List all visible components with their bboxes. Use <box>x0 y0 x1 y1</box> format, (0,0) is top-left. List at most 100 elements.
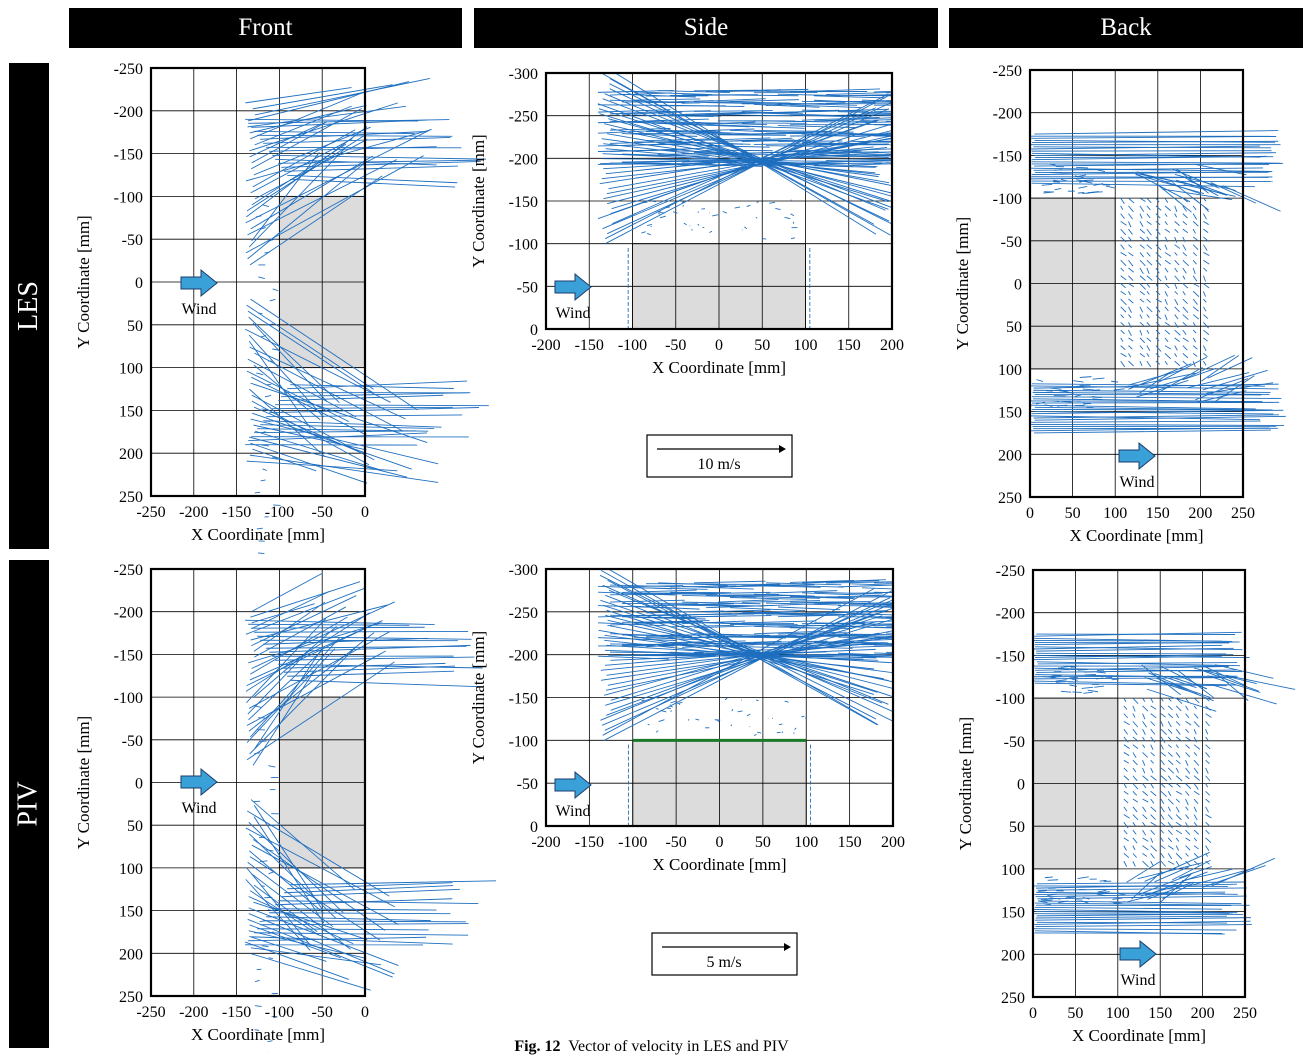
x-tick-label: -50 <box>665 337 686 354</box>
velocity-vector-small <box>1203 252 1209 255</box>
velocity-vector-small <box>1140 291 1145 295</box>
velocity-vector-small <box>1183 276 1185 280</box>
velocity-vector <box>281 393 470 397</box>
velocity-vector-small <box>1143 791 1148 795</box>
velocity-vector-small <box>1194 830 1199 834</box>
velocity-vector-small <box>1194 807 1196 812</box>
velocity-vector-small <box>1143 815 1148 819</box>
velocity-vector-small <box>1183 338 1189 342</box>
x-tick-label: -50 <box>312 1004 333 1021</box>
x-tick-label: 100 <box>794 337 818 354</box>
velocity-vector-small <box>1183 353 1188 357</box>
velocity-vector-small <box>698 224 699 225</box>
velocity-vector-small <box>1203 268 1207 271</box>
velocity-vector <box>874 583 935 584</box>
velocity-vector-small <box>756 217 757 218</box>
velocity-vector-small <box>1124 752 1129 755</box>
velocity-vector-small <box>1147 338 1151 342</box>
velocity-vector <box>886 644 960 645</box>
velocity-vector-small <box>1165 315 1167 321</box>
velocity-vector-small <box>1161 861 1166 866</box>
velocity-vector-small <box>1186 706 1189 710</box>
velocity-vector-small <box>1128 322 1131 327</box>
velocity-vector-small <box>1193 214 1196 220</box>
velocity-vector-small <box>265 395 271 397</box>
velocity-vector-small <box>1203 206 1208 212</box>
velocity-vector-small <box>1186 729 1189 732</box>
velocity-vector-small <box>1124 791 1128 794</box>
velocity-vector-small <box>263 469 267 471</box>
velocity-vector <box>898 142 976 144</box>
y-tick-label: -250 <box>509 109 538 126</box>
velocity-vector-small <box>1151 776 1157 781</box>
velocity-vector-small <box>1193 291 1199 296</box>
velocity-vector-small <box>1175 276 1180 282</box>
velocity-vector <box>766 133 830 134</box>
velocity-vector-small <box>1161 721 1163 726</box>
velocity-vector-small <box>1176 807 1179 812</box>
velocity-vector-small <box>1045 877 1053 878</box>
wind-arrow-icon <box>181 270 217 296</box>
velocity-vector-small <box>712 215 718 216</box>
velocity-vector-small <box>1175 307 1180 312</box>
velocity-vector-small <box>1186 760 1189 766</box>
velocity-vector-small <box>1183 260 1189 266</box>
velocity-vector-small <box>1161 846 1165 849</box>
velocity-vector <box>250 443 367 483</box>
velocity-vector-small <box>1165 214 1167 217</box>
velocity-vector-small <box>1203 346 1206 351</box>
velocity-vector-small <box>1128 214 1132 219</box>
velocity-vector-small <box>1151 760 1154 763</box>
velocity-vector-small <box>1140 361 1142 366</box>
velocity-vector-small <box>1168 784 1172 788</box>
velocity-vector-small <box>1156 252 1161 257</box>
x-tick-label: -50 <box>665 834 686 851</box>
velocity-vector-small <box>1165 338 1168 342</box>
velocity-vector <box>1031 424 1284 425</box>
wind-arrow-icon <box>555 772 591 798</box>
velocity-vector-small <box>1183 315 1189 320</box>
x-tick-label: -100 <box>265 504 294 521</box>
velocity-vector-small <box>647 233 651 234</box>
velocity-vector-small <box>1121 291 1126 294</box>
velocity-vector-small <box>268 958 273 959</box>
velocity-vector-small <box>258 553 264 554</box>
velocity-vector-small <box>1161 815 1164 820</box>
velocity-vector-small <box>1194 822 1197 826</box>
velocity-vector-small <box>1051 401 1060 402</box>
velocity-vector <box>1032 183 1255 186</box>
velocity-vector <box>247 625 373 686</box>
velocity-vector-small <box>1151 838 1153 843</box>
velocity-vector-small <box>1206 760 1210 763</box>
velocity-vector <box>826 92 890 94</box>
x-tick-label: -200 <box>531 834 560 851</box>
velocity-vector-small <box>1151 791 1156 795</box>
velocity-vector-small <box>1175 229 1179 233</box>
velocity-vector-small <box>254 753 260 754</box>
velocity-vector-small <box>1121 307 1126 312</box>
velocity-vector-small <box>1203 315 1207 319</box>
velocity-vector-small <box>641 232 645 233</box>
velocity-vector-small <box>1121 252 1127 255</box>
velocity-vector <box>694 581 765 583</box>
velocity-vector-small <box>1128 260 1133 266</box>
x-tick-label: 0 <box>361 504 369 521</box>
velocity-vector-small <box>1156 245 1161 250</box>
velocity-vector-small <box>1176 698 1182 704</box>
velocity-vector-small <box>1045 904 1051 905</box>
velocity-vector-small <box>1128 276 1133 281</box>
velocity-vector-small <box>1151 846 1157 852</box>
velocity-vector-small <box>259 837 265 838</box>
velocity-vector-small <box>1194 838 1197 841</box>
velocity-vector-small <box>1147 361 1151 367</box>
velocity-vector-small <box>1050 388 1062 389</box>
velocity-vector-small <box>1183 330 1186 335</box>
velocity-vector-small <box>1147 315 1150 318</box>
velocity-vector-small <box>1140 330 1142 335</box>
velocity-vector-small <box>735 207 740 208</box>
velocity-vector-small <box>1193 260 1196 264</box>
x-tick-label: 150 <box>1146 505 1170 522</box>
velocity-vector-small <box>1194 721 1199 727</box>
velocity-vector-small <box>264 252 269 253</box>
x-tick-label: 100 <box>1103 505 1127 522</box>
